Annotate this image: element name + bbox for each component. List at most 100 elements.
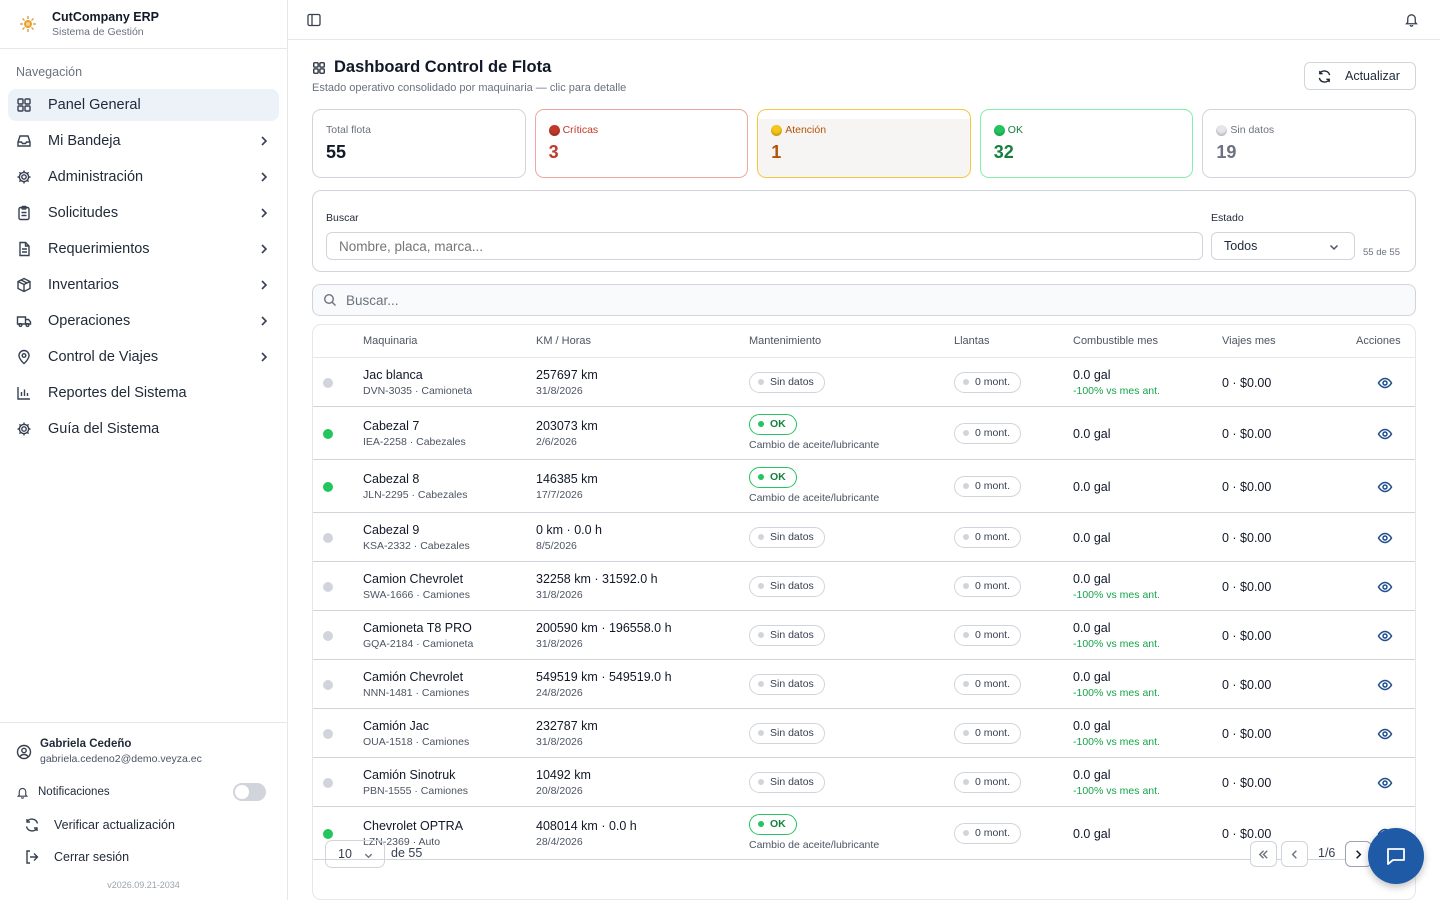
maintenance-note: Cambio de aceite/lubricante [749,838,880,851]
column-header[interactable]: Maquinaria [363,335,418,347]
trips-value: 0 · $0.00 [1222,426,1272,441]
search-input[interactable] [326,232,1203,260]
sidebar-toggle-icon[interactable] [307,13,321,27]
status-select[interactable]: Todos [1211,232,1355,260]
maintenance-badge: Sin datos [749,526,825,548]
column-header[interactable]: KM / Horas [536,335,592,347]
chevron-left-icon [1291,849,1297,859]
first-page-button[interactable] [1250,841,1277,867]
machine-meta: PBN-1555 · Camiones [363,784,469,797]
table-row[interactable]: Cabezal 7 IEA-2258 · Cabezales 203073 km 2/… [313,407,1415,460]
status-dot [323,828,333,839]
logo-icon [20,16,36,32]
column-header[interactable]: Combustible mes [1073,335,1158,347]
status-dot [323,777,333,788]
view-detail-icon[interactable] [1377,775,1393,791]
chevron-right-icon [261,136,268,146]
trips-value: 0 · $0.00 [1222,677,1272,692]
maintenance-badge: Sin datos [749,575,825,597]
view-detail-icon[interactable] [1377,579,1393,595]
table-row[interactable]: Camion Chevrolet SWA-1666 · Camiones 32258… [313,562,1415,611]
view-detail-icon[interactable] [1377,426,1393,442]
stat-atencion[interactable]: Atención 1 [757,109,971,178]
table-row[interactable]: Camión Jac OUA-1518 · Camiones 232787 km 31… [313,709,1415,758]
table-row[interactable]: Camión Sinotruk PBN-1555 · Camiones 10492 … [313,758,1415,807]
chat-button[interactable] [1368,828,1424,884]
column-header[interactable]: Llantas [954,335,990,347]
nav-section-label: Navegación [16,65,83,79]
machine-km: 549519 km · 549519.0 h [536,669,672,684]
view-detail-icon[interactable] [1377,530,1393,546]
user-email: gabriela.cedeno2@demo.veyza.ec [40,753,202,765]
table-row[interactable]: Camión Chevrolet NNN-1481 · Camiones 54951… [313,660,1415,709]
table-row[interactable]: Camioneta T8 PRO GQA-2184 · Camioneta 2005… [313,611,1415,660]
stat-value: 1 [771,142,782,162]
view-detail-icon[interactable] [1377,628,1393,644]
inbox-icon [17,135,31,147]
sidebar-item-label: Panel General [48,97,141,113]
sidebar-item-control-de-viajes[interactable]: Control de Viajes [8,341,279,373]
table-row[interactable]: Jac blanca DVN-3035 · Camioneta 257697 km 3… [313,358,1415,407]
fuel-value: 0.0 gal [1073,620,1111,635]
sidebar-item-solicitudes[interactable]: Solicitudes [8,197,279,229]
refresh-button[interactable]: Actualizar [1304,62,1416,90]
sidebar-item-mi-bandeja[interactable]: Mi Bandeja [8,125,279,157]
table-row[interactable]: Cabezal 9 KSA-2332 · Cabezales 0 km · 0.0 … [313,513,1415,562]
status-dot [323,532,333,543]
view-detail-icon[interactable] [1377,726,1393,742]
table-row[interactable]: Cabezal 8 JLN-2295 · Cabezales 146385 km 17… [313,460,1415,513]
page-info: 1/6 [1318,846,1336,860]
prev-page-button[interactable] [1281,841,1308,867]
logout-label: Cerrar sesión [54,850,130,864]
sidebar-item-panel-general[interactable]: Panel General [8,89,279,121]
status-dot [323,481,333,492]
logout-button[interactable]: Cerrar sesión [24,849,129,865]
stat-ok[interactable]: OK 32 [979,109,1194,178]
notifications-bell-icon[interactable] [1404,12,1419,27]
machine-name: Camión Chevrolet [363,669,464,684]
tires-badge: 0 mont. [954,575,1022,597]
sidebar-item-requerimientos[interactable]: Requerimientos [8,233,279,265]
sidebar-item-reportes-del-sistema[interactable]: Reportes del Sistema [8,377,279,409]
next-page-button[interactable] [1345,841,1372,867]
machine-name: Camioneta T8 PRO [363,620,472,635]
view-detail-icon[interactable] [1377,677,1393,693]
trips-value: 0 · $0.00 [1222,479,1272,494]
fuel-trend: -100% vs mes ant. [1073,384,1160,397]
table-row[interactable]: Chevrolet OPTRA LZN-2369 · Auto 408014 km … [313,807,1415,860]
brand: CutCompany ERP Sistema de Gestión [0,0,287,49]
sidebar-item-label: Mi Bandeja [48,133,121,149]
machine-name: Camión Jac [363,718,429,733]
column-header[interactable]: Viajes mes [1222,335,1276,347]
sidebar-item-guia-del-sistema[interactable]: Guía del Sistema [8,413,279,445]
machine-name: Cabezal 8 [363,471,420,486]
view-detail-icon[interactable] [1377,375,1393,391]
stat-sin-datos[interactable]: Sin datos 19 [1202,109,1416,178]
sidebar-item-label: Requerimientos [48,241,150,257]
stat-label: Atención [785,124,827,136]
tires-badge: 0 mont. [954,526,1022,548]
machine-date: 31/8/2026 [536,637,583,650]
view-detail-icon[interactable] [1377,479,1393,495]
column-header[interactable]: Mantenimiento [749,335,822,347]
fuel-value: 0.0 gal [1073,530,1111,545]
sidebar-item-operaciones[interactable]: Operaciones [8,305,279,337]
machine-km: 0 km · 0.0 h [536,522,602,537]
sidebar-item-label: Inventarios [48,277,119,293]
sidebar-item-administracion[interactable]: Administración [8,161,279,193]
table-search[interactable]: Buscar... [312,284,1416,316]
machine-name: Chevrolet OPTRA [363,818,464,833]
page-size-select[interactable]: 10 [325,840,385,868]
user-name: Gabriela Cedeño [40,738,132,750]
sidebar-item-inventarios[interactable]: Inventarios [8,269,279,301]
notifications-toggle[interactable] [233,783,266,801]
tires-badge: 0 mont. [954,673,1022,695]
chevrons-left-icon [1258,849,1268,859]
check-update-button[interactable]: Verificar actualización [24,817,175,833]
status-dot [323,377,333,388]
stat-criticas[interactable]: Críticas 3 [534,109,749,178]
grid-icon [313,61,325,74]
machine-km: 408014 km · 0.0 h [536,818,637,833]
maintenance-badge: OK [749,413,797,435]
search-label: Buscar [326,212,359,224]
